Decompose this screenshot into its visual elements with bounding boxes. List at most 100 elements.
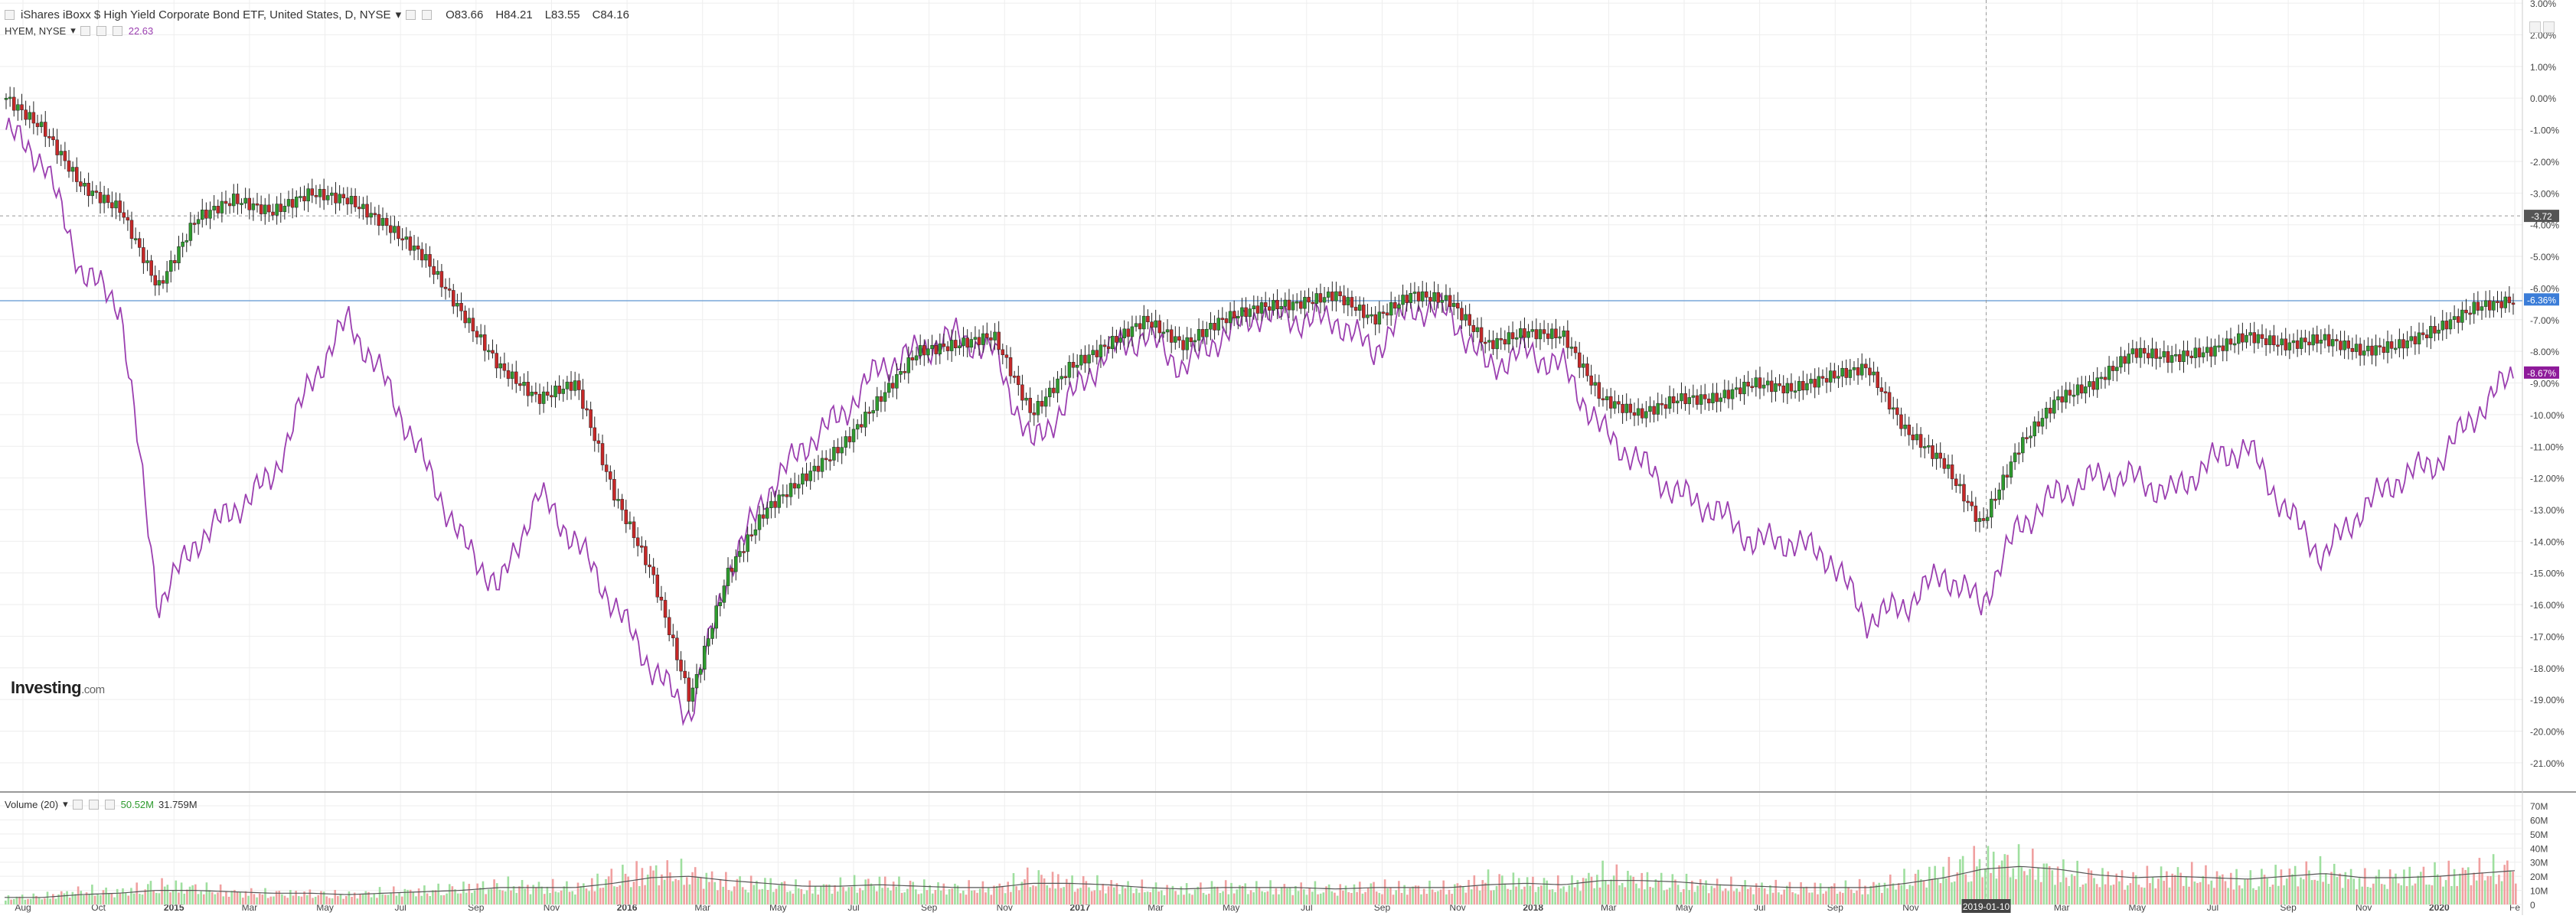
volume-bar <box>764 878 766 904</box>
volume-bar <box>2009 877 2012 904</box>
volume-bar <box>817 895 819 904</box>
volume-bar <box>63 893 66 904</box>
dropdown-arrow-icon[interactable]: ▾ <box>63 798 68 810</box>
candle <box>475 331 479 337</box>
volume-bar <box>1758 888 1761 904</box>
volume-tick-label: 60M <box>2530 815 2548 826</box>
candle <box>1597 382 1601 399</box>
candle <box>2319 340 2323 344</box>
candle <box>981 333 985 345</box>
dropdown-arrow-icon[interactable]: ▾ <box>70 24 76 36</box>
candle <box>282 206 287 212</box>
volume-bar <box>2227 888 2229 904</box>
volume-bar <box>398 892 400 904</box>
hide-icon[interactable] <box>88 799 99 810</box>
volume-bar <box>1771 892 1774 904</box>
volume-bar <box>1453 884 1456 904</box>
symbol-title: iShares iBoxx $ High Yield Corporate Bon… <box>21 8 391 21</box>
candle <box>2476 301 2480 311</box>
volume-bar <box>135 882 139 904</box>
candle <box>361 204 365 210</box>
candle <box>2291 340 2296 344</box>
volume-bar <box>596 873 599 904</box>
hide-icon[interactable] <box>96 25 106 36</box>
candle <box>365 204 369 218</box>
volume-bar <box>44 898 46 904</box>
volume-bar <box>554 891 557 904</box>
candle <box>1106 346 1111 350</box>
volume-bar <box>585 888 588 904</box>
volume-bar <box>1110 880 1112 904</box>
settings-icon[interactable] <box>406 9 416 20</box>
candle <box>255 203 260 206</box>
maximize-icon[interactable] <box>2529 21 2541 33</box>
volume-bar <box>2059 882 2062 904</box>
volume-bar <box>370 897 373 904</box>
volume-bar <box>2322 882 2324 904</box>
candle <box>286 199 291 207</box>
candle <box>2346 341 2350 349</box>
volume-bar <box>1247 894 1249 904</box>
volume-bar <box>906 888 909 904</box>
candle <box>1848 370 1853 378</box>
candle <box>1017 376 1020 386</box>
volume-bar <box>2134 875 2137 904</box>
volume-bar <box>2492 854 2495 904</box>
candle <box>2130 348 2135 354</box>
collapse-icon[interactable] <box>5 9 15 20</box>
volume-bar <box>2372 883 2375 904</box>
volume-bar <box>741 887 744 904</box>
candle <box>2413 336 2418 344</box>
candle <box>318 188 322 197</box>
candle <box>2299 337 2303 349</box>
candle <box>977 337 981 345</box>
y-tick-label: -18.00% <box>2530 663 2565 674</box>
volume-bar <box>993 885 995 904</box>
volume-bar <box>2132 872 2134 904</box>
settings-icon[interactable] <box>80 25 90 36</box>
candle <box>2487 300 2492 311</box>
volume-bar <box>409 889 412 904</box>
dropdown-arrow-icon[interactable]: ▾ <box>395 8 402 21</box>
volume-bar <box>191 885 194 904</box>
hide-icon[interactable] <box>422 9 433 20</box>
candle <box>691 687 695 702</box>
candle <box>1491 340 1495 350</box>
volume-bar <box>169 892 171 904</box>
x-tick-label: Sep <box>468 902 485 913</box>
volume-bar <box>549 892 551 904</box>
y-tick-label: 2.00% <box>2530 31 2556 41</box>
volume-bar <box>473 890 476 904</box>
candle <box>1079 354 1083 366</box>
restore-icon[interactable] <box>2543 21 2555 33</box>
volume-bar <box>658 885 661 904</box>
candle <box>2088 381 2091 387</box>
volume-bar <box>1063 887 1065 904</box>
volume-bar <box>1308 888 1311 904</box>
volume-bar <box>2182 885 2185 904</box>
volume-bar <box>144 889 146 904</box>
volume-bar <box>970 890 973 904</box>
volume-bar <box>1635 883 1637 904</box>
volume-bar <box>856 892 859 904</box>
settings-icon[interactable] <box>72 799 83 810</box>
volume-bar <box>1269 880 1272 904</box>
volume-bar <box>317 895 320 904</box>
close-icon[interactable] <box>104 799 115 810</box>
candle <box>1232 311 1236 319</box>
candle <box>761 514 766 519</box>
volume-bar <box>1976 866 1978 904</box>
volume-bar <box>1973 846 1976 904</box>
candle <box>655 575 660 598</box>
close-icon[interactable] <box>112 25 122 36</box>
volume-bar <box>792 893 795 904</box>
candle <box>2503 296 2507 308</box>
volume-bar <box>1096 875 1099 904</box>
volume-bar <box>1146 891 1149 904</box>
volume-bar <box>1347 891 1350 904</box>
volume-bar <box>2447 860 2450 904</box>
candle <box>832 447 836 461</box>
compare-symbol: HYEM, NYSE <box>5 24 67 37</box>
